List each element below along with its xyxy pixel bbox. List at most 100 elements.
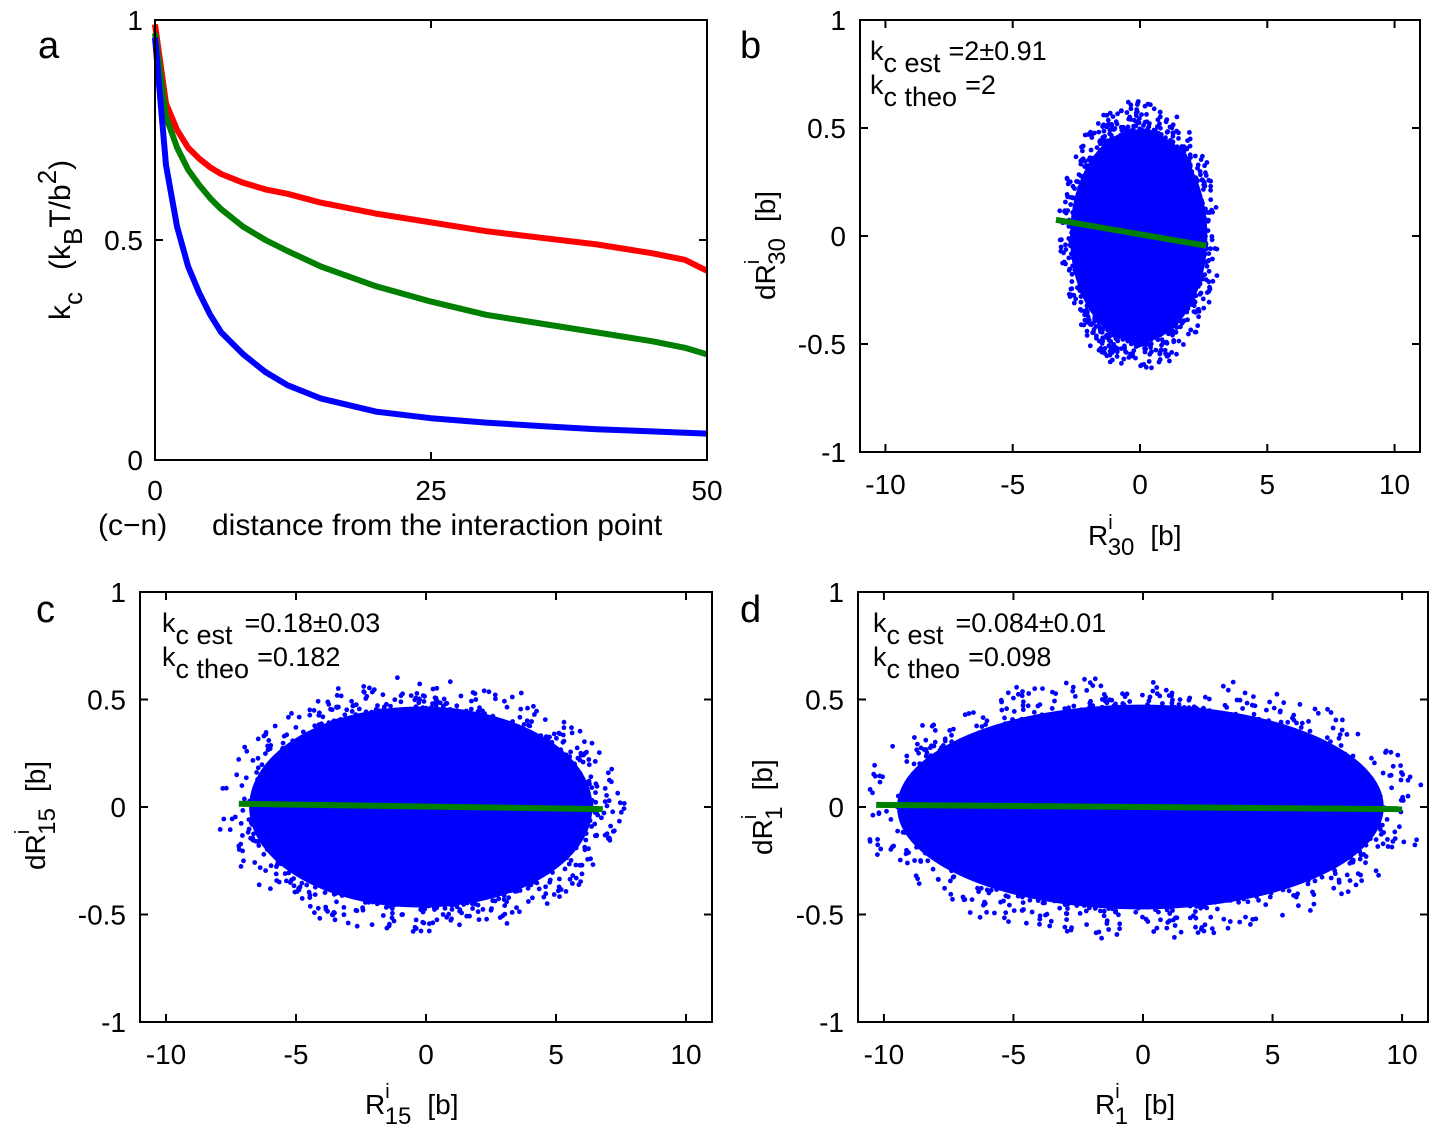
data-point [956,863,962,869]
data-point [1017,886,1023,892]
data-point [488,907,494,913]
data-point [587,818,593,824]
data-point [1187,695,1193,701]
annot-sub-theo: c theo [887,654,961,684]
data-point [1281,700,1287,706]
data-point [1389,785,1394,791]
data-point [593,790,598,795]
data-point [1019,693,1025,699]
data-point [962,869,967,875]
data-point [932,739,938,745]
data-point [312,884,318,890]
data-point [354,923,360,929]
data-point [469,698,474,704]
data-point [1268,890,1274,896]
panel-b-ticks: -10 -5 0 5 10-1-0.500.51 [798,5,1420,500]
data-point [578,795,584,801]
data-point [949,868,954,874]
data-point [1160,701,1165,706]
data-point [601,810,607,816]
data-point [1057,237,1063,243]
data-point [978,740,984,745]
x-tick-label: 25 [415,475,446,506]
data-point [984,909,989,915]
data-point [1108,345,1114,351]
data-point [266,812,272,818]
data-point [1345,853,1351,858]
data-point [1012,885,1017,890]
data-point [966,711,972,716]
data-point [425,903,431,909]
data-point [1112,323,1117,329]
data-point [463,708,469,714]
data-point [1092,159,1098,165]
data-point [297,884,303,890]
data-point [1194,267,1200,272]
data-point [1066,705,1071,711]
data-point [299,896,305,901]
data-point [1101,908,1107,914]
data-point [1066,291,1072,297]
x-tick-label: 0 [1135,1039,1151,1070]
data-point [1418,782,1424,788]
data-point [1280,884,1285,889]
data-point [384,701,389,707]
data-point [240,848,246,854]
data-point [1119,108,1124,114]
data-point [1048,918,1054,924]
data-point [1076,260,1082,265]
data-point [1338,743,1344,748]
data-point [949,732,954,738]
data-point [1187,130,1192,135]
data-point [977,914,983,920]
data-point [1307,728,1313,734]
data-point [1328,753,1334,759]
annot-sub-theo: c theo [176,654,250,684]
data-point [309,876,315,881]
data-point [1183,301,1188,307]
data-point [568,749,573,755]
data-point [1116,912,1121,918]
ylabel-dR: dR [750,264,781,300]
data-point [289,864,294,870]
data-point [454,710,460,716]
data-point [1308,908,1313,913]
data-point [1031,888,1037,894]
data-point [1254,894,1259,899]
data-point [507,725,512,731]
data-point [1081,184,1086,190]
data-point [320,733,325,739]
data-point [1145,702,1150,707]
data-point [1078,214,1084,220]
data-point [594,832,600,838]
data-point [1171,900,1177,906]
data-point [1131,334,1137,339]
data-point [1204,263,1210,269]
data-point [1020,900,1026,905]
data-point [361,684,367,689]
data-point [570,792,576,797]
data-point [927,770,933,776]
annot-k: k [873,642,887,672]
panel-d: -10 -5 0 5 10-1-0.500.51 kc est =0.084±0.01 k… [739,577,1429,1130]
data-point [1186,331,1191,337]
data-point [1094,145,1100,151]
data-point [1100,903,1106,908]
data-point [1176,130,1181,136]
data-point [1062,924,1068,930]
data-point [1199,214,1205,220]
data-point [369,922,375,928]
data-point [1085,310,1090,315]
data-point [1135,100,1141,106]
data-point [1069,925,1074,931]
xlabel-sup: i [1108,512,1112,534]
data-point [1390,763,1396,769]
panel-c-xlabel: Ri 15 [b] [365,1081,459,1130]
data-point [1088,298,1094,304]
data-point [1317,863,1323,869]
data-point [941,754,946,760]
data-point [1072,264,1077,270]
data-point [1165,145,1171,151]
data-point [1087,704,1092,710]
data-point [1378,827,1383,832]
